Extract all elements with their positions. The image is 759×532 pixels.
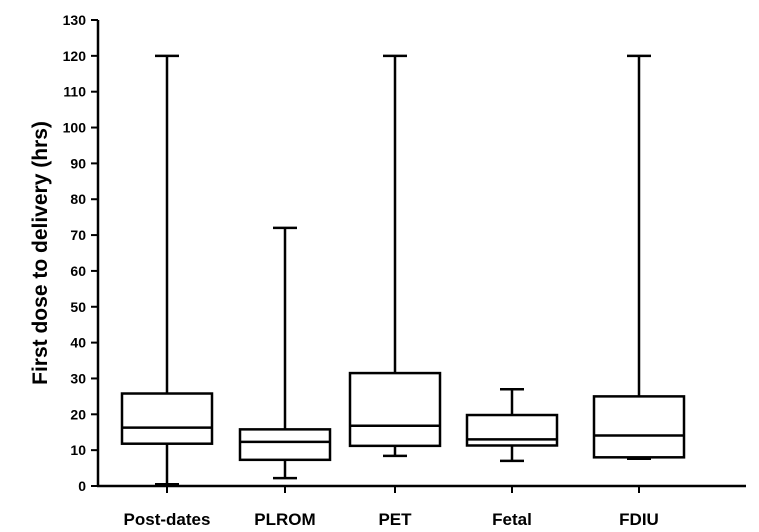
y-tick-label: 80 (70, 191, 86, 207)
y-tick-label: 100 (63, 120, 87, 136)
x-tick-label: FDIU (619, 510, 659, 529)
box-post-dates (120, 54, 214, 486)
box-plrom (238, 226, 332, 480)
y-tick-label: 10 (70, 442, 86, 458)
y-tick-label: 20 (70, 406, 86, 422)
y-axis-title: First dose to delivery (hrs) (29, 121, 52, 385)
iqr-box (238, 428, 332, 462)
box-fetal (465, 387, 559, 463)
y-tick-label: 110 (63, 84, 86, 100)
iqr-box (348, 371, 442, 448)
y-tick-label: 60 (70, 263, 86, 279)
x-tick-label: PET (378, 510, 412, 529)
y-tick-label: 130 (63, 12, 87, 28)
x-tick-label: PLROM (254, 510, 315, 529)
box-series (120, 54, 686, 486)
y-tick-label: 90 (70, 155, 86, 171)
y-tick-label: 70 (70, 227, 86, 243)
box-fdiu (592, 54, 686, 461)
y-axis: 0 10 20 30 40 50 60 70 80 90 100 110 120 130 (63, 12, 100, 494)
iqr-box (465, 413, 559, 447)
y-tick-label: 40 (70, 335, 86, 351)
x-tick-label: Post-dates (124, 510, 211, 529)
y-tick-label: 120 (63, 48, 87, 64)
y-tick-label: 0 (78, 478, 86, 494)
y-tick-label: 50 (70, 299, 86, 315)
box-pet (348, 54, 442, 458)
iqr-box (592, 395, 686, 459)
x-axis: Post-dates PLROM PET Fetal FDIU (97, 484, 746, 529)
iqr-box (120, 392, 214, 445)
x-tick-label: Fetal (492, 510, 532, 529)
y-tick-label: 30 (70, 370, 86, 386)
